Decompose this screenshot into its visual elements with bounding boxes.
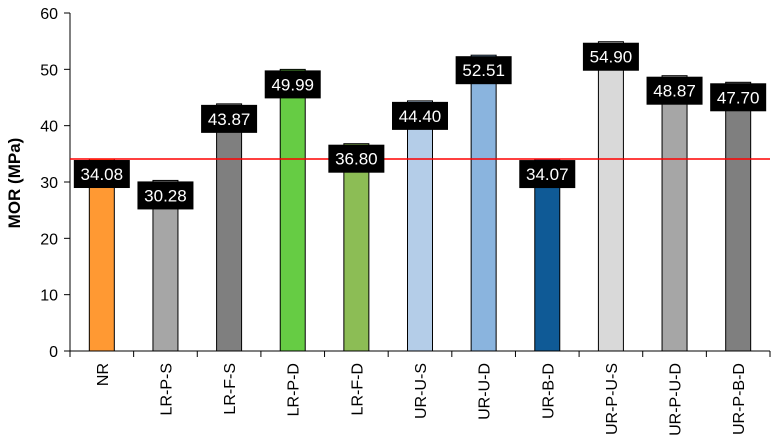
data-label: 34.07	[519, 160, 576, 189]
data-label-box	[201, 104, 258, 133]
data-label: 48.87	[646, 76, 703, 105]
y-tick-label: 50	[40, 62, 58, 79]
data-label-text: 52.51	[462, 61, 505, 80]
bar-lr-f-s	[216, 103, 243, 352]
data-label-box	[328, 144, 385, 173]
x-tick-label: NR	[95, 363, 112, 386]
x-tick-label: UR-P-B-D	[731, 363, 748, 435]
x-tick-label: UR-B-D	[540, 363, 557, 419]
data-label: 30.28	[137, 181, 194, 210]
x-tick-label: LR-F-D	[349, 363, 366, 415]
y-axis-title: MOR (MPa)	[5, 138, 24, 229]
x-tick-label: LR-F-S	[222, 363, 239, 415]
bar-ur-p-u-s	[597, 41, 624, 352]
data-labels-layer: 34.08 30.28 43.87 49.99 36.80 44.40 52.51 34.07…	[73, 42, 767, 210]
data-label-text: 34.08	[81, 165, 124, 184]
data-label-box	[455, 56, 512, 85]
x-tick-label: UR-P-U-S	[604, 363, 621, 435]
data-label: 36.80	[328, 144, 385, 173]
data-label-box	[582, 42, 639, 71]
y-tick-label: 0	[49, 344, 58, 361]
x-tick-label: LR-P-S	[158, 363, 175, 415]
data-label-box	[264, 70, 321, 99]
data-label-text: 48.87	[653, 82, 696, 101]
data-label-text: 36.80	[335, 150, 378, 169]
data-label: 49.99	[264, 70, 321, 99]
data-label-text: 49.99	[271, 75, 314, 94]
bar-ur-u-s	[407, 100, 433, 352]
data-label-box	[646, 76, 703, 105]
y-tick-label: 10	[40, 288, 58, 305]
data-label: 54.90	[582, 42, 639, 71]
data-label: 52.51	[455, 56, 512, 85]
bar-ur-p-b-d	[725, 81, 752, 352]
data-label-text: 47.70	[717, 88, 760, 107]
bar-ur-u-d	[470, 54, 497, 352]
bar-lr-p-d	[279, 68, 306, 352]
y-tick-label: 60	[40, 6, 58, 23]
data-label-text: 43.87	[208, 110, 251, 129]
data-label: 47.70	[710, 83, 767, 112]
x-tick-label: UR-P-U-D	[668, 363, 685, 436]
bar-lr-f-d	[343, 143, 370, 352]
data-label: 34.08	[73, 160, 130, 189]
data-label-text: 30.28	[144, 186, 187, 205]
y-tick-label: 20	[40, 231, 58, 248]
axes-layer: 0 10 20 30 40 50 60 NR LR-P-S LR-F-S LR-P-D LR-F-D U…	[40, 6, 771, 436]
bar-ur-p-u-d	[661, 75, 688, 352]
x-tick-label: LR-P-D	[286, 363, 303, 416]
y-tick-label: 30	[40, 175, 58, 192]
data-label: 44.40	[392, 101, 448, 130]
y-tick-label: 40	[40, 119, 58, 136]
bars-layer	[88, 41, 752, 352]
x-tick-label: UR-U-D	[477, 363, 494, 420]
data-label-text: 34.07	[526, 165, 569, 184]
data-label: 43.87	[201, 104, 258, 133]
data-label-box	[392, 101, 448, 130]
x-tick-label: UR-U-S	[413, 363, 430, 419]
data-label-box	[137, 181, 194, 210]
data-label-text: 44.40	[399, 107, 442, 126]
data-label-box	[519, 160, 576, 189]
data-label-text: 54.90	[590, 48, 633, 67]
data-label-box	[73, 160, 130, 189]
data-label-box	[710, 83, 767, 112]
bar-ur-b-d	[534, 158, 561, 352]
